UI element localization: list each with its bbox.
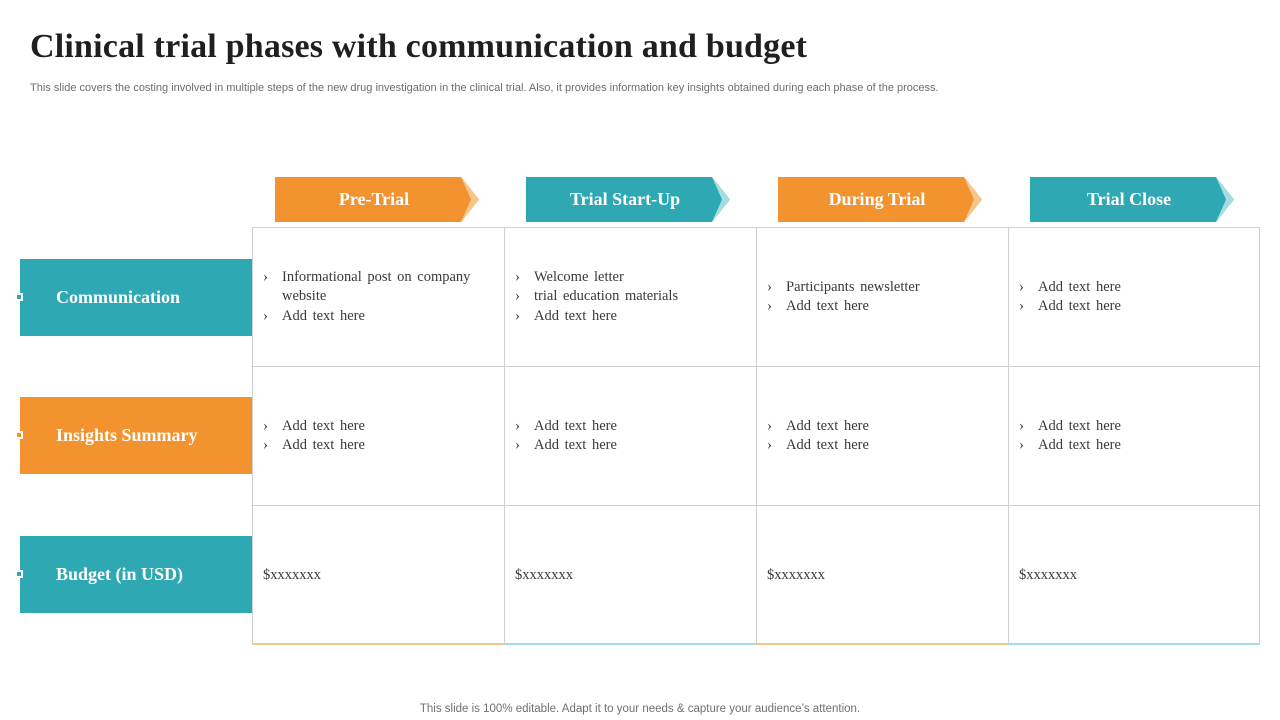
table-cell: Add text here Add text here bbox=[1008, 227, 1260, 366]
column-underline bbox=[756, 643, 1008, 645]
list-item: Add text here bbox=[1019, 278, 1246, 298]
slide-title: Clinical trial phases with communication… bbox=[30, 28, 808, 65]
row-label-communication: Communication bbox=[15, 259, 252, 336]
phase-label: During Trial bbox=[828, 189, 926, 209]
table-cell: $xxxxxxx bbox=[756, 505, 1008, 644]
row-label-text: Budget (in USD) bbox=[56, 564, 184, 584]
phase-header-trial-start-up: Trial Start-Up bbox=[526, 177, 734, 222]
budget-value: $xxxxxxx bbox=[263, 566, 321, 583]
table-cell: $xxxxxxx bbox=[252, 505, 504, 644]
list-item: Add text here bbox=[263, 436, 490, 456]
table-cell: $xxxxxxx bbox=[504, 505, 756, 644]
row-label-text: Insights Summary bbox=[56, 425, 198, 445]
square-bullet-icon bbox=[15, 431, 23, 439]
list-item: Add text here bbox=[767, 436, 994, 456]
row-label-text: Communication bbox=[56, 287, 181, 307]
table-cell: Add text here Add text here bbox=[756, 366, 1008, 505]
table-cell: Add text here Add text here bbox=[504, 366, 756, 505]
phase-header-pre-trial: Pre-Trial bbox=[275, 177, 483, 222]
list-item: trial education materials bbox=[515, 287, 742, 307]
phase-table: Informational post on company website Ad… bbox=[252, 227, 1260, 644]
square-bullet-icon bbox=[15, 293, 23, 301]
list-item: Add text here bbox=[515, 417, 742, 437]
slide-footer: This slide is 100% editable. Adapt it to… bbox=[419, 703, 861, 715]
table-cell: Add text here Add text here bbox=[252, 366, 504, 505]
list-item: Add text here bbox=[263, 417, 490, 437]
chevron-arrow-icon bbox=[275, 177, 479, 222]
phase-label: Pre-Trial bbox=[338, 189, 410, 209]
column-underline bbox=[252, 643, 504, 645]
column-underline bbox=[504, 643, 756, 645]
budget-value: $xxxxxxx bbox=[515, 566, 573, 583]
slide-subtitle: This slide covers the costing involved i… bbox=[30, 82, 939, 94]
list-item: Add text here bbox=[263, 307, 490, 327]
phase-label: Trial Start-Up bbox=[569, 189, 681, 209]
phase-header-during-trial: During Trial bbox=[778, 177, 986, 222]
chevron-arrow-icon bbox=[778, 177, 982, 222]
table-cell: Informational post on company website Ad… bbox=[252, 227, 504, 366]
list-item: Add text here bbox=[515, 307, 742, 327]
row-label-budget: Budget (in USD) bbox=[15, 536, 252, 613]
list-item: Welcome letter bbox=[515, 268, 742, 288]
phase-label: Trial Close bbox=[1086, 189, 1172, 209]
list-item: Add text here bbox=[1019, 417, 1246, 437]
list-item: Informational post on company website bbox=[263, 268, 490, 307]
list-item: Participants newsletter bbox=[767, 278, 994, 298]
budget-value: $xxxxxxx bbox=[767, 566, 825, 583]
list-item: Add text here bbox=[767, 297, 994, 317]
square-bullet-icon bbox=[15, 570, 23, 578]
chevron-arrow-icon bbox=[1030, 177, 1234, 222]
budget-value: $xxxxxxx bbox=[1019, 566, 1077, 583]
list-item: Add text here bbox=[767, 417, 994, 437]
list-item: Add text here bbox=[515, 436, 742, 456]
chevron-arrow-icon bbox=[526, 177, 730, 222]
list-item: Add text here bbox=[1019, 297, 1246, 317]
list-item: Add text here bbox=[1019, 436, 1246, 456]
table-cell: $xxxxxxx bbox=[1008, 505, 1260, 644]
table-cell: Participants newsletter Add text here bbox=[756, 227, 1008, 366]
table-cell: Add text here Add text here bbox=[1008, 366, 1260, 505]
table-cell: Welcome letter trial education materials… bbox=[504, 227, 756, 366]
column-underline bbox=[1008, 643, 1260, 645]
row-label-insights-summary: Insights Summary bbox=[15, 397, 252, 474]
phase-header-trial-close: Trial Close bbox=[1030, 177, 1238, 222]
